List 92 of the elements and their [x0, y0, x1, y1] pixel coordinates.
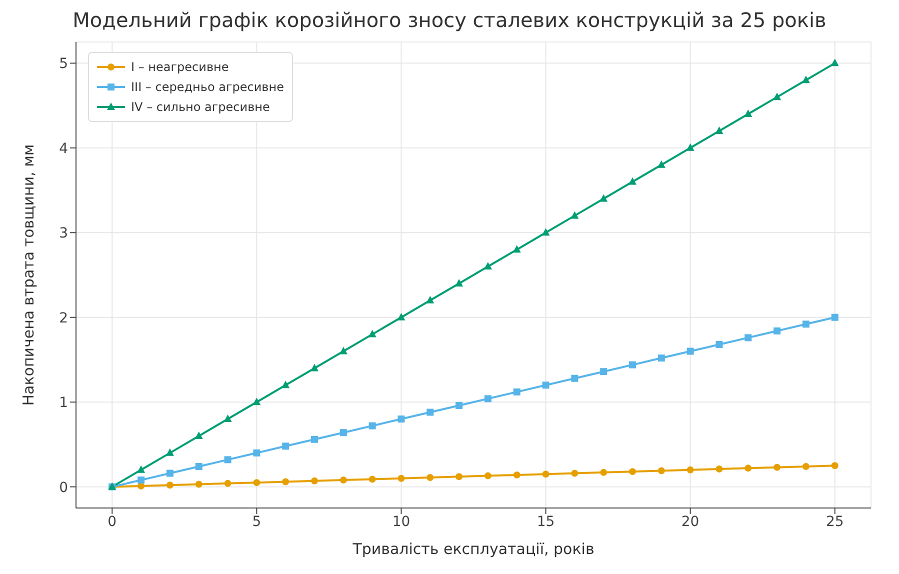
point: [629, 361, 636, 368]
point: [686, 143, 694, 151]
point: [802, 320, 810, 328]
x-tick-label: 25: [826, 514, 844, 530]
point: [195, 480, 202, 488]
y-tick-label: 3: [59, 226, 68, 242]
point: [542, 228, 550, 236]
point: [744, 110, 752, 118]
point: [686, 348, 694, 355]
point: [600, 368, 608, 376]
point: [744, 464, 752, 472]
point: [224, 480, 232, 487]
point: [138, 476, 145, 484]
legend-label: III – середньо агресивне: [131, 79, 284, 96]
point: [340, 429, 347, 436]
y-tick-label: 5: [59, 56, 68, 72]
point: [426, 474, 434, 481]
point: [311, 436, 318, 443]
point: [398, 416, 405, 423]
point: [398, 474, 405, 482]
y-tick-label: 2: [59, 310, 68, 326]
point: [282, 442, 290, 450]
point: [224, 414, 232, 422]
point: [166, 482, 174, 489]
x-tick-label: 0: [108, 514, 117, 530]
point: [484, 395, 492, 402]
point: [253, 449, 260, 456]
point: [716, 340, 723, 348]
y-tick-label: 0: [59, 480, 68, 496]
point: [282, 478, 290, 486]
x-tick-label: 20: [681, 514, 700, 530]
point: [137, 465, 146, 473]
point: [513, 471, 520, 478]
point: [831, 314, 838, 321]
x-tick-label: 15: [536, 514, 555, 530]
x-axis-title: Тривалість експлуатації, років: [352, 540, 594, 558]
point: [282, 380, 290, 388]
point: [830, 58, 839, 66]
point: [716, 466, 723, 473]
point: [484, 472, 492, 480]
point: [224, 456, 232, 464]
y-tick-label: 4: [59, 140, 68, 157]
point: [166, 470, 174, 477]
point: [194, 431, 203, 439]
point: [658, 354, 665, 362]
point: [571, 470, 578, 477]
point: [657, 160, 666, 168]
point: [368, 476, 376, 483]
x-tick-label: 5: [252, 514, 262, 530]
point: [456, 473, 463, 480]
chart-title: Модельний графік корозійного зносу сталевих конструкцій за 25 років: [72, 8, 828, 34]
point: [658, 467, 665, 474]
point: [368, 330, 376, 338]
point: [397, 312, 406, 320]
point: [600, 468, 608, 476]
point: [629, 468, 636, 476]
point: [513, 388, 520, 396]
point: [368, 422, 376, 430]
point: [310, 364, 318, 372]
point: [628, 177, 636, 185]
point: [166, 448, 174, 456]
point: [456, 402, 463, 409]
point: [340, 476, 347, 484]
point: [484, 262, 492, 270]
point: [542, 470, 550, 478]
point: [571, 374, 578, 382]
legend-label: IV – сильно агресивне: [131, 99, 270, 116]
point: [253, 479, 260, 486]
point: [744, 334, 752, 342]
point: [686, 466, 694, 474]
point: [512, 245, 521, 253]
point: [774, 327, 781, 334]
point: [426, 408, 434, 416]
x-tick-label: 10: [392, 514, 410, 530]
point: [455, 278, 464, 286]
point: [311, 477, 318, 484]
point: [252, 398, 261, 406]
point: [831, 462, 838, 470]
point: [600, 194, 608, 202]
point: [195, 462, 202, 470]
point: [773, 92, 782, 100]
point: [802, 462, 810, 470]
y-axis-title: Накопичена втрата товщини, мм: [19, 144, 38, 406]
point: [570, 211, 579, 219]
point: [542, 382, 550, 389]
legend-label: I – неагресивне: [131, 59, 229, 76]
point: [426, 296, 434, 304]
point: [802, 76, 810, 84]
y-tick-label: 1: [59, 395, 68, 412]
point: [774, 464, 781, 471]
point: [339, 346, 348, 354]
point: [715, 126, 724, 134]
